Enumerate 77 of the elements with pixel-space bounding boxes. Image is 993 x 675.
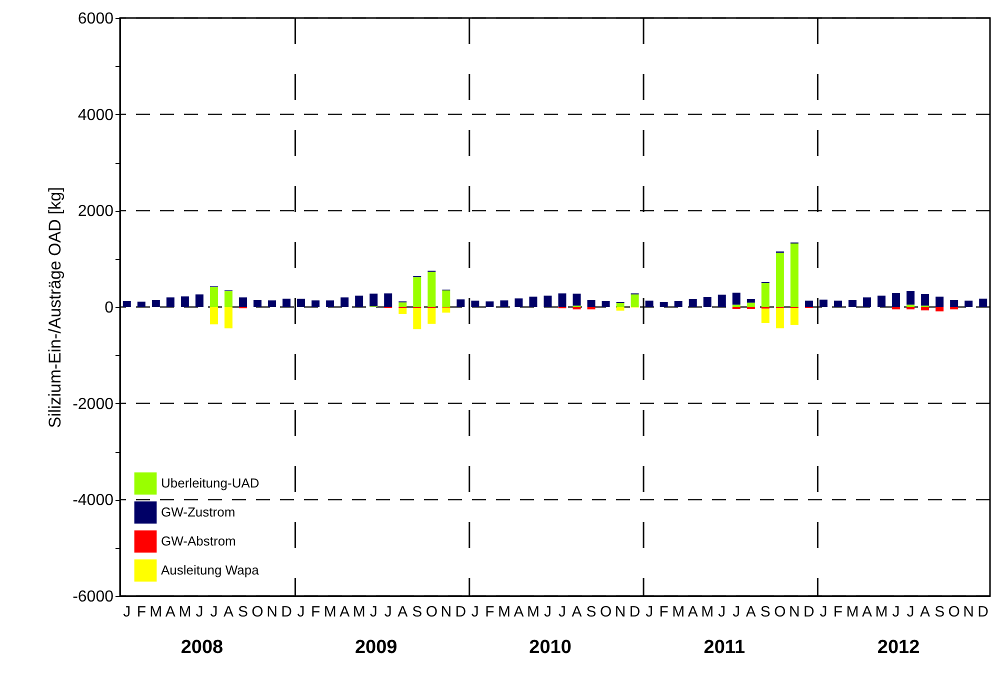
x-tick-label: M	[846, 604, 859, 620]
x-tick-label: J	[732, 604, 740, 620]
x-tick-label: A	[862, 604, 872, 620]
x-tick-label: N	[614, 604, 626, 620]
y-tick-label: -2000	[72, 396, 114, 413]
x-tick-label: J	[370, 604, 378, 620]
x-tick-label: O	[426, 604, 438, 620]
x-tick-label: M	[875, 604, 888, 620]
x-tick-label: M	[701, 604, 714, 620]
x-tick-label: D	[455, 604, 466, 620]
x-tick-label: M	[526, 604, 540, 620]
x-tick-label: O	[252, 604, 264, 620]
y-tick-label: 0	[104, 300, 114, 316]
x-tick-label: A	[165, 604, 176, 620]
x-tick-label: J	[384, 604, 392, 620]
x-tick-label: D	[629, 604, 640, 620]
x-tick-label: M	[352, 604, 366, 620]
y-tick-label: 2000	[78, 203, 114, 220]
y-tick-label: 4000	[78, 106, 114, 124]
text: 2008	[180, 637, 224, 658]
x-tick-label: O	[600, 604, 612, 620]
x-tick-label: O	[774, 604, 786, 620]
x-tick-label: M	[498, 604, 510, 620]
x-tick-label: A	[920, 604, 930, 620]
legend-label: Uberleitung-UAD	[161, 476, 260, 490]
legend-label: GW-Abstrom	[161, 534, 236, 548]
x-tick-label: M	[324, 604, 336, 620]
x-tick-label: J	[544, 604, 552, 620]
x-tick-label: J	[820, 604, 828, 620]
x-tick-label: J	[196, 604, 204, 620]
x-tick-label: J	[718, 604, 726, 620]
x-tick-label: N	[789, 604, 800, 620]
x-tick-label: D	[978, 604, 989, 620]
x-tick-label: F	[659, 604, 668, 620]
x-tick-label: F	[485, 604, 494, 620]
x-tick-label: N	[440, 604, 452, 620]
x-tick-label: J	[906, 604, 914, 620]
x-tick-label: D	[804, 604, 815, 620]
y-tick-label: -4000	[72, 492, 114, 510]
x-tick-label: S	[412, 604, 422, 620]
x-tick-label: D	[281, 604, 292, 620]
x-tick-label: J	[558, 604, 566, 620]
x-tick-label: J	[646, 604, 654, 620]
x-tick-label: J	[471, 604, 479, 620]
y-tick-label: -6000	[72, 588, 114, 606]
x-tick-label: J	[123, 604, 131, 620]
x-tick-label: A	[514, 604, 524, 620]
text: 2009	[354, 637, 398, 658]
x-tick-label: S	[760, 604, 770, 620]
y-axis-title: Silizium-Ein-/Austräge OAD [kg]	[46, 187, 65, 428]
x-tick-label: A	[572, 604, 582, 620]
x-tick-label: A	[340, 604, 350, 620]
text: 2011	[704, 637, 746, 658]
y-tick-label: 6000	[78, 10, 114, 28]
x-tick-label: A	[746, 604, 756, 620]
x-tick-label: J	[892, 604, 900, 620]
x-tick-label: M	[178, 604, 192, 620]
x-tick-label: A	[398, 604, 408, 620]
x-tick-label: A	[223, 604, 234, 620]
x-tick-label: N	[963, 604, 974, 620]
x-tick-label: A	[688, 604, 698, 620]
text: 2012	[877, 637, 920, 658]
x-tick-label: M	[150, 604, 162, 620]
x-tick-label: O	[948, 604, 960, 620]
x-tick-label: S	[934, 604, 945, 620]
legend-label: GW-Zustrom	[161, 504, 236, 520]
x-tick-label: F	[310, 604, 320, 620]
x-tick-label: S	[586, 604, 596, 620]
x-tick-label: J	[297, 604, 305, 620]
x-tick-label: M	[672, 604, 685, 620]
text: 2010	[529, 637, 572, 658]
x-tick-label: F	[833, 604, 843, 620]
x-tick-label: F	[136, 604, 146, 620]
x-tick-label: S	[238, 604, 248, 620]
legend-label: Ausleitung Wapa	[161, 562, 260, 578]
x-tick-label: N	[266, 604, 278, 620]
x-tick-label: J	[210, 604, 218, 620]
